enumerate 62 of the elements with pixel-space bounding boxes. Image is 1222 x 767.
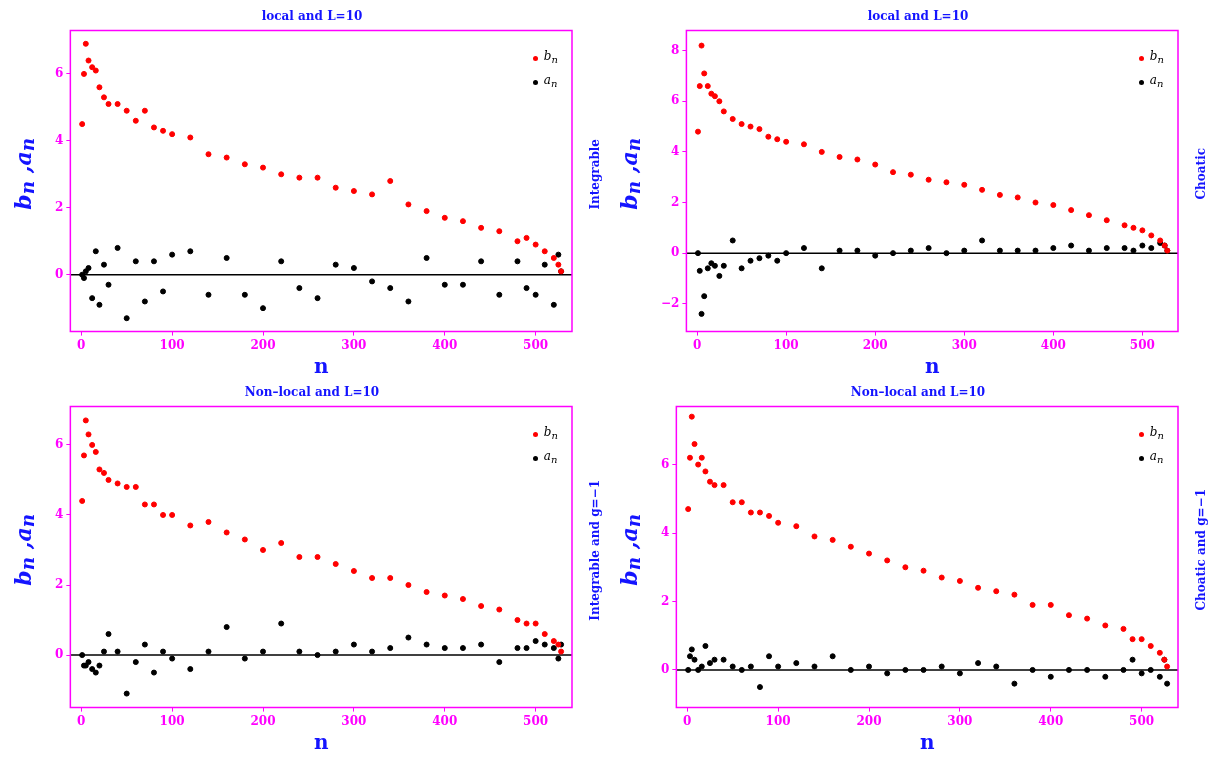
y-tick-label: 6 [54, 437, 64, 452]
x-tick-label: 500 [523, 713, 549, 728]
y-tick-label: 6 [660, 456, 670, 471]
y-tick-label: 0 [54, 266, 64, 281]
y-tick-label: 4 [660, 525, 670, 540]
y-tick-label: 8 [671, 42, 680, 57]
x-tick-label: 200 [250, 713, 276, 728]
x-tick-label: 200 [856, 713, 882, 728]
x-tick-label: 300 [341, 337, 367, 352]
x-tick-label: 500 [523, 337, 549, 352]
x-tick-label: 0 [77, 337, 86, 352]
y-tick-label: 2 [54, 199, 64, 214]
y-tick-label: 4 [54, 132, 64, 147]
x-tick-label: 400 [432, 337, 458, 352]
legend-label: a$_{n}$ [543, 448, 558, 468]
x-tick-label: 300 [341, 713, 367, 728]
x-tick-label: 0 [683, 713, 692, 728]
legend-label: a$_{n}$ [1149, 448, 1164, 468]
x-tick-label: 200 [250, 337, 276, 352]
x-tick-label: 100 [159, 337, 185, 352]
x-axis-title: n [313, 730, 329, 755]
legend-label: b$_{n}$ [1149, 424, 1164, 444]
y-tick-label: 6 [671, 93, 680, 108]
y-tick-label: 2 [671, 194, 680, 209]
y-tick-label: 0 [660, 662, 670, 677]
legend-label: a$_{n}$ [1149, 72, 1164, 92]
legend-label: b$_{n}$ [1149, 48, 1164, 68]
y2-axis-title: Integrable [588, 138, 602, 210]
x-tick-label: 500 [1129, 337, 1155, 352]
x-tick-label: 300 [947, 713, 973, 728]
chart-title: local and L=10 [261, 9, 363, 24]
y2-axis-title: Integrable and g=−1 [588, 479, 602, 621]
y-tick-label: 0 [671, 245, 680, 260]
x-tick-label: 0 [692, 337, 702, 352]
x-axis-title: n [924, 354, 940, 379]
x-tick-label: 400 [1038, 713, 1064, 728]
x-tick-label: 100 [773, 337, 799, 352]
x-tick-label: 300 [951, 337, 977, 352]
y-tick-label: 6 [54, 66, 64, 81]
y-tick-label: 2 [660, 593, 670, 608]
x-tick-label: 400 [432, 713, 458, 728]
y-tick-label: 4 [671, 144, 680, 159]
y2-axis-title: Choatic [1194, 148, 1208, 200]
y-tick-label: 0 [54, 647, 64, 662]
chart-title: Non–local and L=10 [244, 385, 380, 400]
x-tick-label: 500 [1129, 713, 1155, 728]
legend-label: b$_{n}$ [543, 424, 558, 444]
x-tick-label: 100 [765, 713, 791, 728]
x-axis-title: n [919, 730, 935, 755]
y-tick-label: 2 [54, 577, 64, 592]
x-tick-label: 400 [1040, 337, 1066, 352]
y-tick-label: 4 [54, 507, 64, 522]
chart-title: Non–local and L=10 [850, 385, 986, 400]
x-tick-label: 100 [159, 713, 185, 728]
legend-label: b$_{n}$ [543, 48, 558, 68]
y-tick-label: −2 [661, 295, 680, 310]
x-tick-label: 0 [77, 713, 86, 728]
chart-title: local and L=10 [867, 9, 969, 24]
x-tick-label: 200 [862, 337, 888, 352]
legend-label: a$_{n}$ [543, 72, 558, 92]
x-axis-title: n [313, 354, 329, 379]
y2-axis-title: Choatic and g=−1 [1194, 489, 1208, 611]
